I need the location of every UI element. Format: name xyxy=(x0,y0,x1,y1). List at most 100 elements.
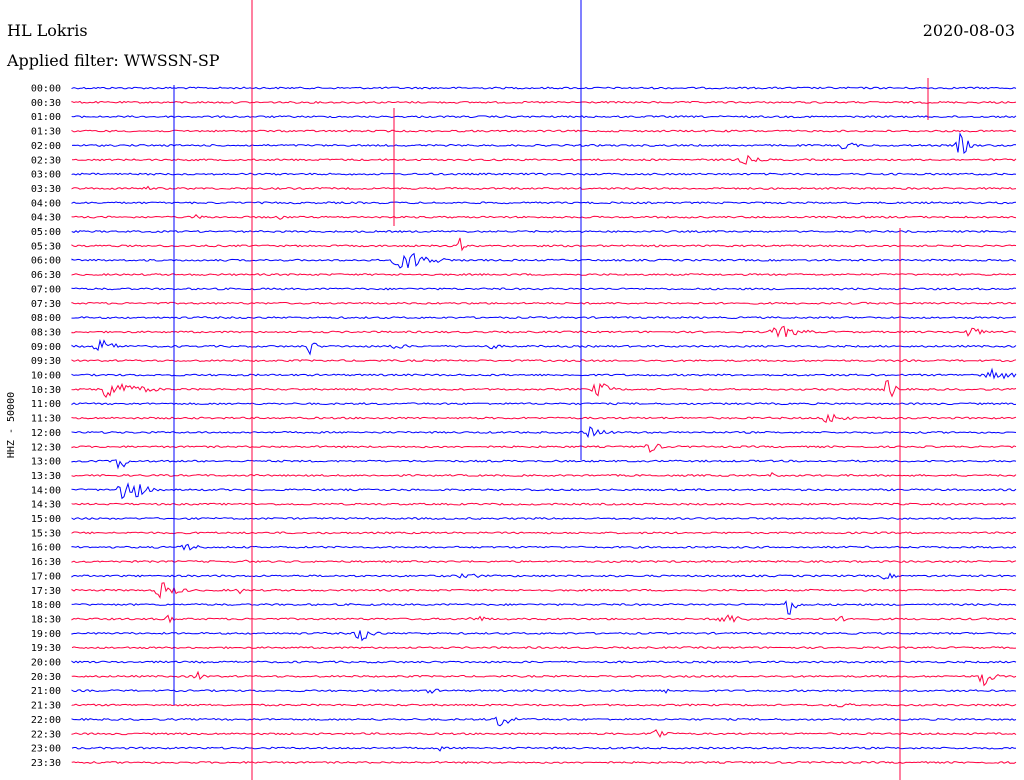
time-tick-label: 09:30 xyxy=(31,356,61,367)
trace-line-0800 xyxy=(71,316,1017,320)
time-tick-label: 03:30 xyxy=(31,184,61,195)
trace-line-1100 xyxy=(71,402,1017,406)
trace-line-1300 xyxy=(71,459,1017,470)
trace-line-0730 xyxy=(71,301,1017,305)
trace-line-0530 xyxy=(71,237,1017,252)
trace-line-1130 xyxy=(71,413,1017,423)
trace-line-0100 xyxy=(71,115,1017,119)
trace-line-0000 xyxy=(71,86,1017,90)
trace-line-0300 xyxy=(71,172,1017,176)
time-tick-label: 23:00 xyxy=(31,744,61,755)
filter-label: Applied filter: WWSSN-SP xyxy=(6,51,220,70)
trace-line-1530 xyxy=(71,531,1017,535)
date-label: 2020-08-03 xyxy=(923,21,1015,40)
y-axis-label: HHZ - 50000 xyxy=(6,392,17,458)
trace-line-1000 xyxy=(71,367,1017,380)
trace-line-0130 xyxy=(71,129,1017,133)
trace-line-2200 xyxy=(71,716,1017,727)
trace-line-1430 xyxy=(71,502,1017,506)
time-tick-label: 07:00 xyxy=(31,284,61,295)
station-title: HL Lokris xyxy=(7,21,88,40)
trace-line-2300 xyxy=(71,745,1016,752)
time-tick-label: 05:00 xyxy=(31,227,61,238)
trace-line-0030 xyxy=(71,100,1017,104)
tick-label-group: 00:00 00:30 01:00 01:30 02:00 02:30 03:00 03:30… xyxy=(31,84,61,769)
trace-line-0700 xyxy=(71,287,1017,291)
time-tick-label: 04:00 xyxy=(31,198,61,209)
trace-line-2000 xyxy=(71,660,1017,664)
time-tick-label: 17:30 xyxy=(31,586,61,597)
trace-line-1200 xyxy=(71,426,1017,439)
trace-line-0630 xyxy=(71,273,1017,277)
time-tick-label: 11:00 xyxy=(31,399,61,410)
trace-line-2130 xyxy=(71,703,1017,708)
trace-line-0430 xyxy=(71,214,1017,220)
time-tick-label: 20:30 xyxy=(31,672,61,683)
time-tick-label: 16:30 xyxy=(31,557,61,568)
time-tick-label: 09:00 xyxy=(31,342,61,353)
time-tick-label: 03:00 xyxy=(31,170,61,181)
time-tick-label: 14:00 xyxy=(31,485,61,496)
time-tick-label: 11:30 xyxy=(31,414,61,425)
time-tick-label: 16:00 xyxy=(31,543,61,554)
time-tick-label: 06:00 xyxy=(31,256,61,267)
time-tick-label: 17:00 xyxy=(31,571,61,582)
time-tick-label: 14:30 xyxy=(31,500,61,511)
time-tick-label: 21:00 xyxy=(31,686,61,697)
time-tick-label: 22:00 xyxy=(31,715,61,726)
time-tick-label: 01:00 xyxy=(31,112,61,123)
time-tick-label: 22:30 xyxy=(31,729,61,740)
time-tick-label: 08:30 xyxy=(31,327,61,338)
time-tick-label: 02:30 xyxy=(31,155,61,166)
time-tick-label: 23:30 xyxy=(31,758,61,769)
trace-line-1900 xyxy=(71,630,1017,642)
time-tick-label: 13:30 xyxy=(31,471,61,482)
trace-line-1030 xyxy=(71,379,1017,398)
trace-line-2230 xyxy=(71,729,1017,739)
trace-line-1230 xyxy=(71,443,1017,453)
time-tick-label: 15:30 xyxy=(31,528,61,539)
time-tick-label: 01:30 xyxy=(31,127,61,138)
time-tick-label: 05:30 xyxy=(31,241,61,252)
time-tick-label: 10:00 xyxy=(31,371,61,382)
trace-line-0330 xyxy=(71,185,1017,190)
trace-line-1930 xyxy=(71,646,1017,650)
trace-line-1730 xyxy=(71,582,1017,600)
time-tick-label: 04:30 xyxy=(31,213,61,224)
time-tick-label: 02:00 xyxy=(31,141,61,152)
time-tick-label: 18:30 xyxy=(31,614,61,625)
trace-line-2100 xyxy=(71,688,1017,694)
trace-line-2030 xyxy=(71,670,1017,687)
time-tick-label: 08:00 xyxy=(31,313,61,324)
time-tick-label: 15:00 xyxy=(31,514,61,525)
trace-group xyxy=(71,0,1017,780)
time-tick-label: 21:30 xyxy=(31,701,61,712)
trace-line-0400 xyxy=(71,201,1017,205)
trace-line-0930 xyxy=(71,359,1017,363)
trace-line-1700 xyxy=(71,572,1017,580)
time-tick-label: 07:30 xyxy=(31,299,61,310)
trace-line-0830 xyxy=(71,325,1017,338)
trace-line-0230 xyxy=(71,154,1017,165)
time-tick-label: 10:30 xyxy=(31,385,61,396)
trace-line-1800 xyxy=(71,600,1017,615)
time-tick-label: 19:00 xyxy=(31,629,61,640)
time-tick-label: 00:00 xyxy=(31,84,61,95)
time-tick-label: 12:30 xyxy=(31,442,61,453)
trace-line-1330 xyxy=(71,471,1017,477)
trace-line-1600 xyxy=(71,543,1017,551)
time-tick-label: 20:00 xyxy=(31,658,61,669)
time-tick-label: 00:30 xyxy=(31,98,61,109)
trace-line-0900 xyxy=(71,338,1017,356)
trace-line-0600 xyxy=(71,252,1016,269)
time-tick-label: 18:00 xyxy=(31,600,61,611)
trace-line-2330 xyxy=(71,760,1017,764)
trace-line-1830 xyxy=(71,614,1017,624)
trace-line-1400 xyxy=(71,482,1017,500)
trace-line-0200 xyxy=(71,132,1017,154)
trace-line-0500 xyxy=(71,229,1017,234)
trace-line-1630 xyxy=(71,559,1017,564)
time-tick-label: 19:30 xyxy=(31,643,61,654)
time-tick-label: 13:00 xyxy=(31,457,61,468)
